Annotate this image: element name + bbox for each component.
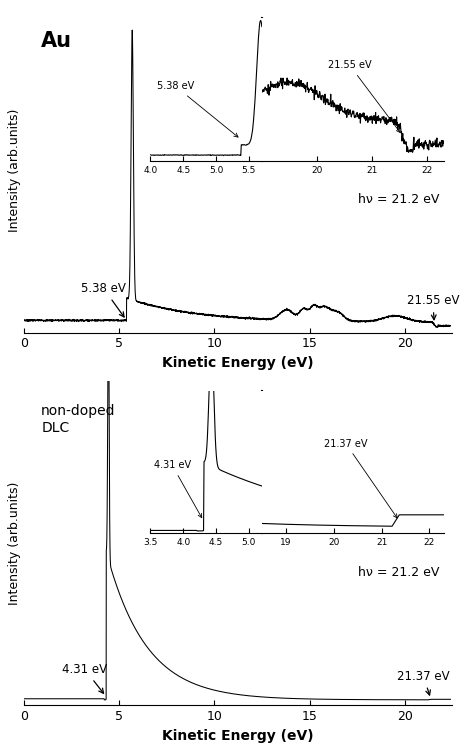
Y-axis label: Intensity (arb.units): Intensity (arb.units) (9, 481, 21, 605)
Text: 21.37 eV: 21.37 eV (397, 670, 450, 695)
Text: Au: Au (41, 31, 72, 51)
X-axis label: Kinetic Energy (eV): Kinetic Energy (eV) (163, 728, 314, 743)
Text: 21.55 eV: 21.55 eV (407, 294, 459, 320)
Text: 5.38 eV: 5.38 eV (81, 282, 126, 317)
Text: hν = 21.2 eV: hν = 21.2 eV (358, 193, 439, 206)
Y-axis label: Intensity (arb.units): Intensity (arb.units) (9, 109, 21, 232)
Text: hν = 21.2 eV: hν = 21.2 eV (358, 566, 439, 578)
X-axis label: Kinetic Energy (eV): Kinetic Energy (eV) (163, 356, 314, 370)
Text: non-doped
DLC: non-doped DLC (41, 404, 116, 435)
Text: 4.31 eV: 4.31 eV (62, 663, 107, 693)
